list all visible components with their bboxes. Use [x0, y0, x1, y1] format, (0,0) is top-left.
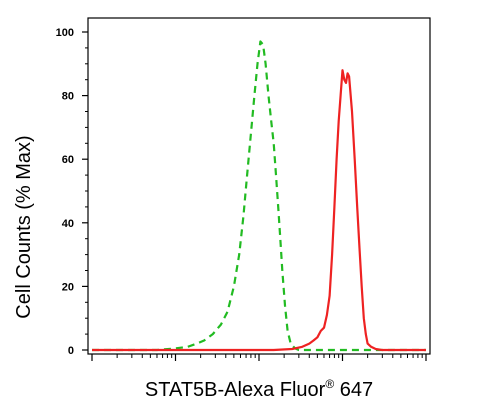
- series-group: [92, 40, 426, 352]
- x-axis-title-tail: 647: [334, 379, 373, 401]
- y-axis-title: Cell Counts (% Max): [13, 135, 35, 318]
- series-line-1: [92, 40, 426, 352]
- y-axis: 0 20 40 60 80 100: [56, 27, 88, 357]
- y-tick-label: 80: [62, 91, 74, 103]
- plot-frame: [87, 17, 431, 355]
- x-axis-title-main: STAT5B-Alexa Fluor: [145, 379, 326, 401]
- series-line-2: [92, 69, 426, 352]
- x-axis-title-registered-mark: ®: [325, 377, 334, 391]
- y-tick-label: 20: [62, 281, 74, 293]
- y-tick-label: 40: [62, 218, 74, 230]
- y-tick-label: 0: [68, 345, 74, 357]
- x-axis-title: STAT5B-Alexa Fluor® 647: [145, 377, 373, 401]
- y-tick-label: 60: [62, 154, 74, 166]
- x-axis: [91, 354, 427, 361]
- y-tick-label: 100: [56, 27, 74, 39]
